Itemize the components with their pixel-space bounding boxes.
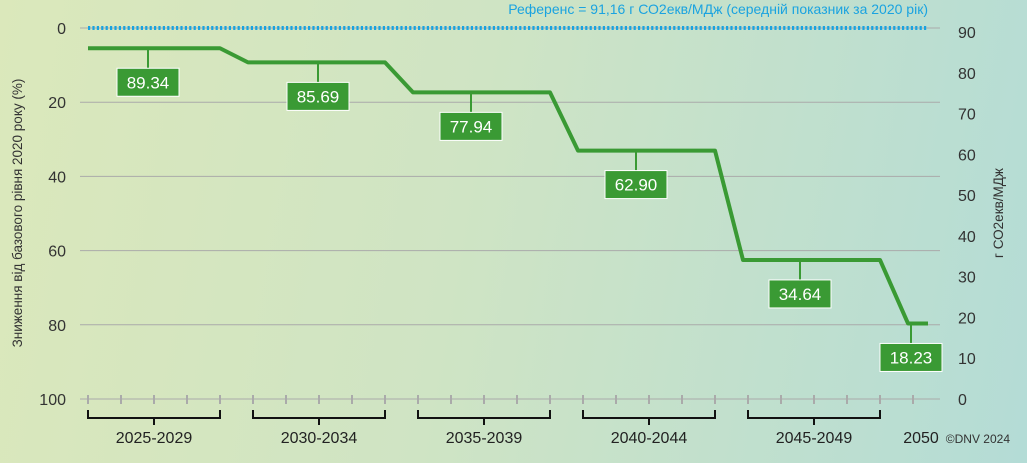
x-category-label: 2025-2029: [116, 430, 193, 447]
x-category-label: 2045-2049: [776, 430, 853, 447]
y-right-tick-label: 40: [958, 229, 976, 246]
x-category-label: 2030-2034: [281, 430, 358, 447]
y-left-tick-label: 100: [39, 392, 66, 409]
data-label: 85.69: [297, 87, 340, 106]
y-left-tick-label: 60: [48, 244, 66, 261]
x-category-label: 2035-2039: [446, 430, 523, 447]
y-right-tick-label: 50: [958, 188, 976, 205]
copyright: ©DNV 2024: [946, 432, 1011, 446]
data-label-box: [879, 342, 943, 372]
category-bracket: [582, 410, 716, 425]
data-label: 18.23: [890, 348, 933, 367]
reference-label: Референс = 91,16 г СО2екв/МДж (середній …: [508, 1, 928, 17]
y-right-tick-label: 20: [958, 310, 976, 327]
y-right-tick-label: 90: [958, 25, 976, 42]
y-right-tick-label: 80: [958, 66, 976, 83]
category-bracket: [417, 410, 551, 425]
category-bracket: [87, 410, 221, 425]
y-right-tick-label: 0: [958, 392, 967, 409]
y-right-tick-label: 70: [958, 107, 976, 124]
data-label: 62.90: [615, 176, 658, 195]
data-label: 89.34: [127, 73, 170, 92]
data-label-box: [116, 67, 180, 97]
x-category-label: 2040-2044: [611, 430, 688, 447]
data-label: 77.94: [450, 117, 493, 136]
y-left-tick-label: 80: [48, 318, 66, 335]
y-left-tick-label: 40: [48, 169, 66, 186]
y-right-tick-label: 30: [958, 270, 976, 287]
data-label-box: [604, 170, 668, 200]
data-label-box: [439, 111, 503, 141]
y-right-tick-label: 10: [958, 351, 976, 368]
category-bracket: [747, 410, 881, 425]
y-left-tick-label: 0: [57, 21, 66, 38]
category-bracket: [252, 410, 386, 425]
data-label-box: [286, 81, 350, 111]
y-left-tick-label: 20: [48, 95, 66, 112]
y-axis-left-label: Зниження від базового рівня 2020 року (%…: [10, 79, 25, 348]
data-label-box: [768, 279, 832, 309]
series-line: [88, 46, 928, 326]
y-axis-right-label: г СО2екв/МДж: [991, 168, 1006, 258]
data-label: 34.64: [779, 285, 822, 304]
y-right-tick-label: 60: [958, 147, 976, 164]
x-category-label: 2050: [903, 430, 939, 447]
